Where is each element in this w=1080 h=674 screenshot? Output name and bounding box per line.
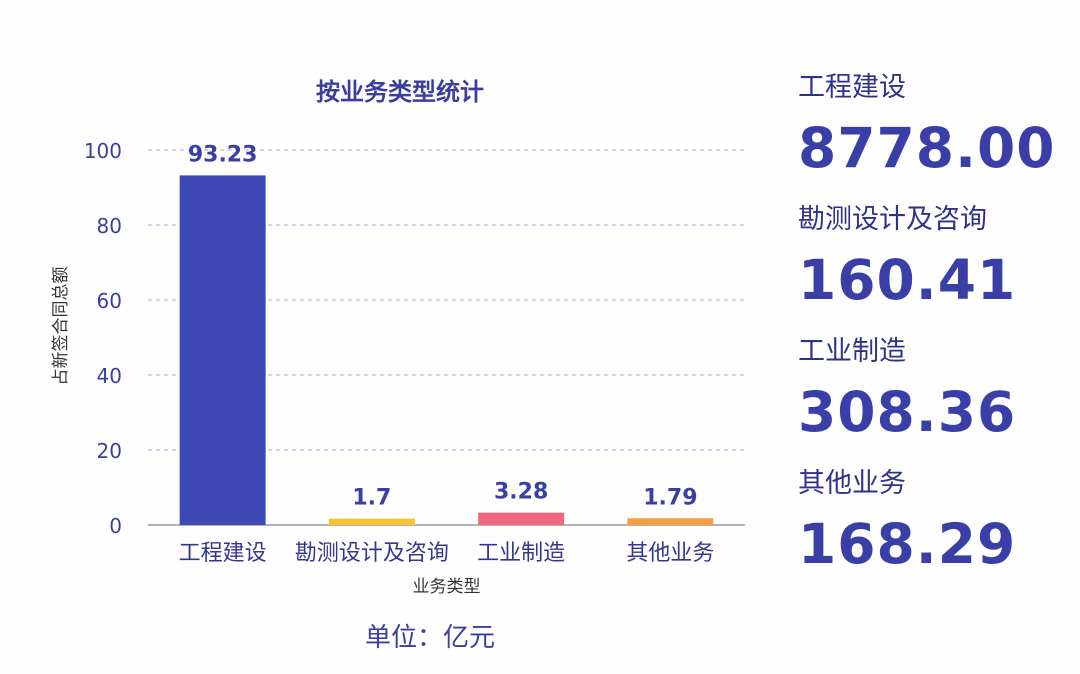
y-tick-label: 100 [84,139,122,163]
stat-value: 168.29 [798,512,1017,576]
x-tick-label: 其他业务 [626,541,714,566]
stat-item-engineering: 工程建设 8778.00 [798,68,1068,180]
stat-value: 8778.00 [798,116,1056,180]
y-tick-label: 60 [97,289,122,313]
data-label: 3.28 [494,480,548,505]
y-axis-title: 占新签合同总额 [51,267,71,386]
data-label: 93.23 [188,142,258,167]
stat-label: 其他业务 [798,468,906,499]
y-tick-label: 40 [97,364,122,388]
stat-item-other: 其他业务 168.29 [798,464,1068,576]
bar-chart: 0 20 40 60 80 100 93.23 工程建设 1.7 勘测设计及咨询 3.28 工业制造 1… [51,139,745,597]
x-axis-title: 业务类型 [413,577,481,597]
stat-value: 308.36 [798,380,1017,444]
stats-panel: 工程建设 8778.00 勘测设计及咨询 160.41 工业制造 308.36 … [798,68,1068,596]
y-tick-label: 20 [97,439,122,463]
unit-note: 单位：亿元 [364,623,495,653]
y-tick-label: 80 [97,214,122,238]
x-tick-label: 工业制造 [477,541,565,566]
stat-label: 工程建设 [798,72,906,103]
stat-item-survey: 勘测设计及咨询 160.41 [798,200,1068,312]
bar [627,518,714,525]
x-tick-label: 工程建设 [179,541,267,566]
chart-title: 按业务类型统计 [316,78,484,106]
bar [179,175,266,525]
stat-label: 勘测设计及咨询 [798,204,987,235]
stat-value: 160.41 [798,248,1017,312]
data-label: 1.79 [643,485,697,510]
y-tick-label: 0 [109,514,122,538]
data-label: 1.7 [352,486,391,511]
bar [328,518,415,525]
x-tick-label: 勘测设计及咨询 [295,541,449,566]
stat-item-manufacturing: 工业制造 308.36 [798,332,1068,444]
bar [478,512,565,525]
stat-label: 工业制造 [798,336,906,367]
